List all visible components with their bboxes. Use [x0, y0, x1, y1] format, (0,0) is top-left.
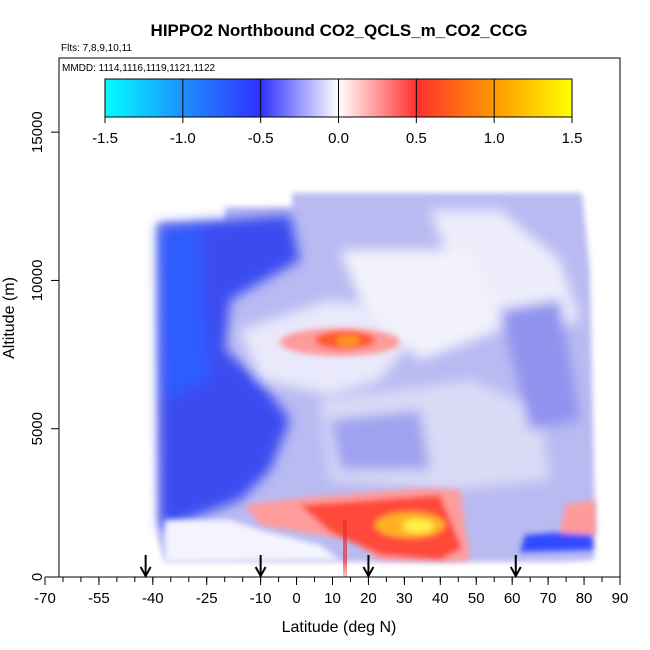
- x-tick-label: 50: [468, 590, 485, 607]
- x-tick-label: 0: [292, 590, 300, 607]
- flight-marker-arrow: [362, 555, 375, 579]
- colorbar-tick-label: 1.0: [484, 130, 505, 147]
- x-tick-label: 40: [432, 590, 449, 607]
- flight-marker-arrow: [254, 555, 267, 579]
- x-tick-label: 70: [540, 590, 557, 607]
- x-tick-label: 60: [504, 590, 521, 607]
- flights-subtitle: Flts: 7,8,9,10,11: [61, 43, 132, 54]
- x-tick-label: 20: [360, 590, 377, 607]
- heatmap-white-core-upper: [340, 250, 500, 360]
- flight-markers: [139, 555, 522, 579]
- dates-subtitle: MMDD: 1114,1116,1119,1121,1122: [62, 63, 216, 74]
- colorbar-tick-label: 0.5: [406, 130, 427, 147]
- heatmap-blue-north-low: [520, 530, 593, 552]
- chart-title: HIPPO2 Northbound CO2_QCLS_m_CO2_CCG: [151, 21, 528, 40]
- x-tick-label: 80: [576, 590, 593, 607]
- heatmap-lower-layer-peak: [402, 519, 434, 533]
- x-tick-label: -55: [88, 590, 110, 607]
- heatmap-blue-patch-north: [500, 300, 580, 430]
- heatmap-red-north-low: [560, 500, 596, 535]
- x-tick-label: 30: [396, 590, 413, 607]
- x-tick-label: -10: [250, 590, 272, 607]
- colorbar-tick-label: -1.0: [170, 130, 196, 147]
- heatmap-surface-fade: [165, 562, 595, 577]
- y-tick-label: 0: [29, 573, 46, 581]
- x-tick-label: 90: [612, 590, 629, 607]
- x-tick-label: -25: [196, 590, 218, 607]
- heatmap-surface-white-band: [165, 520, 340, 562]
- y-axis: 0 5000 10000 15000: [29, 111, 60, 581]
- y-tick-label: 10000: [29, 260, 46, 302]
- colorbar-ticks: -1.5 -1.0 -0.5 0.0 0.5 1.0 1.5: [92, 79, 582, 147]
- heatmap-blue-patch-mid: [330, 410, 430, 470]
- y-tick-label: 15000: [29, 111, 46, 153]
- heatmap-red-streak: [343, 520, 347, 577]
- x-tick-label: -40: [142, 590, 164, 607]
- y-tick-label: 5000: [29, 412, 46, 445]
- colorbar-tick-label: -1.5: [92, 130, 118, 147]
- heatmap-field: [157, 193, 596, 577]
- x-axis-label: Latitude (deg N): [282, 619, 397, 636]
- x-tick-label: -70: [34, 590, 56, 607]
- y-axis-label: Altitude (m): [1, 277, 18, 359]
- x-tick-label: 10: [324, 590, 341, 607]
- colorbar-tick-label: -0.5: [248, 130, 274, 147]
- flight-marker-arrow: [139, 555, 152, 579]
- x-axis: -70 -55 -40 -25 -10 0 10 20 30 40 50 60 70 80 90: [34, 576, 629, 607]
- flight-marker-arrow: [509, 555, 522, 579]
- heatmap-blue-core: [160, 228, 210, 400]
- colorbar-tick-label: 1.5: [562, 130, 583, 147]
- colorbar-tick-label: 0.0: [328, 130, 349, 147]
- heatmap-upper-plume-core: [336, 336, 360, 346]
